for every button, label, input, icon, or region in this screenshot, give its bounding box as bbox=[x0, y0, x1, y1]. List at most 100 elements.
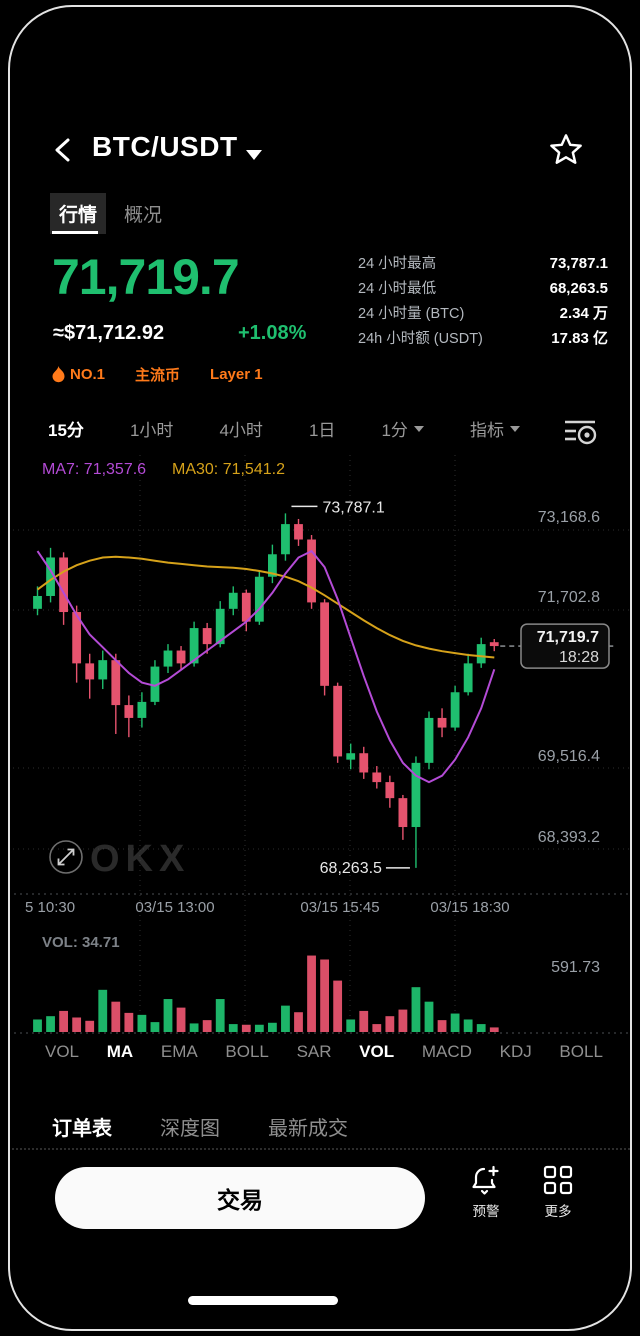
candle bbox=[294, 524, 303, 540]
chart-gridlines bbox=[8, 455, 632, 1034]
stat-value: 17.83 亿 bbox=[551, 330, 608, 347]
timeframe-15m[interactable]: 15分 bbox=[48, 421, 84, 440]
candle bbox=[59, 557, 68, 613]
indicator-tab-vol[interactable]: VOL bbox=[45, 1042, 80, 1061]
y-axis-label: 68,393.2 bbox=[538, 829, 600, 846]
volume-bar bbox=[320, 959, 329, 1032]
chart-settings-icon[interactable] bbox=[562, 417, 598, 447]
stat-row: 24 小时最低 68,263.5 bbox=[358, 277, 608, 302]
candle bbox=[137, 701, 147, 718]
volume-bar bbox=[437, 1020, 447, 1032]
volume-bar bbox=[463, 1019, 473, 1032]
y-axis-label: 69,516.4 bbox=[538, 748, 600, 765]
indicator-tab-boll2[interactable]: BOLL bbox=[559, 1042, 603, 1061]
stat-row: 24h 小时额 (USDT) 17.83 亿 bbox=[358, 327, 608, 352]
tab-depth-chart[interactable]: 深度图 bbox=[160, 1118, 220, 1140]
indicator-tab-macd[interactable]: MACD bbox=[421, 1042, 472, 1061]
volume-bar bbox=[72, 1017, 82, 1032]
volume-bar bbox=[176, 1007, 186, 1032]
price-chart[interactable]: MA7: 71,357.6 MA30: 71,541.2 73,168.6 71… bbox=[0, 450, 640, 1040]
volume-bar bbox=[215, 999, 225, 1032]
tab-latest-trades[interactable]: 最新成交 bbox=[268, 1118, 348, 1140]
category-badge[interactable]: 主流币 bbox=[135, 367, 181, 384]
candle bbox=[489, 642, 499, 647]
candle bbox=[46, 557, 55, 596]
more-button[interactable]: 更多 bbox=[530, 1164, 586, 1220]
tab-order-book[interactable]: 订单表 bbox=[52, 1118, 112, 1140]
back-icon[interactable] bbox=[50, 136, 76, 164]
stat-value: 68,263.5 bbox=[549, 280, 608, 297]
candle bbox=[359, 753, 369, 773]
grid-more-icon bbox=[543, 1165, 573, 1195]
stat-value: 2.34 万 bbox=[559, 305, 608, 322]
stat-row: 24 小时最高 73,787.1 bbox=[358, 252, 608, 277]
stat-label: 24 小时最高 bbox=[358, 256, 437, 272]
expand-arrows-icon bbox=[57, 848, 75, 866]
volume-bar bbox=[124, 1012, 134, 1032]
timeframe-more-dropdown[interactable]: 1分 bbox=[381, 416, 424, 441]
expand-chart-button[interactable] bbox=[49, 840, 83, 874]
page-title[interactable]: BTC/USDT bbox=[92, 131, 238, 162]
candle bbox=[176, 650, 186, 664]
timeframe-1h[interactable]: 1小时 bbox=[129, 421, 174, 440]
candle bbox=[411, 762, 421, 828]
indicator-tab-sar[interactable]: SAR bbox=[296, 1042, 332, 1061]
volume-bar bbox=[33, 1019, 42, 1032]
candle bbox=[476, 644, 486, 664]
volume-bar bbox=[372, 1024, 382, 1032]
candle bbox=[424, 717, 434, 763]
alert-button[interactable]: 预警 bbox=[458, 1164, 514, 1220]
timeframe-1d[interactable]: 1日 bbox=[308, 421, 336, 440]
volume-bar bbox=[137, 1014, 147, 1032]
timeframe-row: 15分 1小时 4小时 1日 1分 指标 bbox=[48, 416, 520, 441]
candle bbox=[72, 612, 82, 664]
low-annotation: 68,263.5 bbox=[320, 860, 382, 877]
volume-bar bbox=[424, 1001, 434, 1032]
x-axis-label: 03/15 15:45 bbox=[300, 899, 379, 916]
volume-label: VOL: 34.71 bbox=[42, 934, 120, 951]
ma30-line bbox=[36, 555, 495, 659]
rank-badge[interactable]: NO.1 bbox=[52, 366, 105, 383]
timeframe-more-label: 1分 bbox=[381, 421, 408, 440]
indicator-tab-vol2[interactable]: VOL bbox=[359, 1042, 395, 1061]
candle bbox=[228, 592, 238, 609]
home-indicator bbox=[188, 1296, 338, 1305]
volume-bar bbox=[476, 1024, 486, 1032]
indicator-tabs-row: VOL MA EMA BOLL SAR VOL MACD KDJ BOLL bbox=[45, 1042, 603, 1062]
last-price: 71,719.7 bbox=[52, 249, 240, 305]
volume-bar bbox=[189, 1023, 199, 1032]
indicator-tab-kdj[interactable]: KDJ bbox=[499, 1042, 532, 1061]
candle bbox=[372, 772, 382, 783]
candle bbox=[254, 576, 264, 622]
timeframe-4h[interactable]: 4小时 bbox=[219, 421, 263, 440]
volume-bar bbox=[307, 955, 316, 1032]
volume-axis-label: 591.73 bbox=[551, 959, 600, 976]
stat-label: 24 小时量 (BTC) bbox=[358, 306, 465, 322]
more-label: 更多 bbox=[544, 1204, 572, 1219]
trade-button[interactable]: 交易 bbox=[55, 1167, 425, 1229]
volume-bar bbox=[202, 1020, 212, 1032]
candle bbox=[85, 663, 95, 680]
volume-bar bbox=[359, 1010, 369, 1032]
indicator-tab-ema[interactable]: EMA bbox=[160, 1042, 198, 1061]
tab-market[interactable]: 行情 bbox=[50, 193, 107, 234]
stat-label: 24 小时最低 bbox=[358, 281, 437, 297]
volume-bar bbox=[111, 1001, 121, 1032]
favorite-star-icon[interactable] bbox=[548, 132, 584, 168]
volume-bar bbox=[294, 1012, 303, 1032]
candle bbox=[215, 608, 225, 645]
alert-label: 预警 bbox=[472, 1204, 500, 1219]
y-axis-label: 71,702.8 bbox=[538, 589, 600, 606]
volume-bar bbox=[346, 1019, 356, 1032]
candle bbox=[281, 524, 290, 555]
y-axis-label: 73,168.6 bbox=[538, 509, 600, 526]
price-change-percent: +1.08% bbox=[238, 322, 307, 344]
indicator-dropdown[interactable]: 指标 bbox=[470, 416, 520, 441]
layer-badge[interactable]: Layer 1 bbox=[210, 366, 263, 383]
tab-overview[interactable]: 概况 bbox=[124, 205, 163, 226]
indicator-tab-boll[interactable]: BOLL bbox=[225, 1042, 269, 1061]
watermark: OKX bbox=[90, 838, 190, 880]
indicator-tab-ma[interactable]: MA bbox=[106, 1042, 134, 1061]
candle bbox=[385, 782, 395, 799]
pair-dropdown-caret-icon[interactable] bbox=[246, 150, 262, 160]
